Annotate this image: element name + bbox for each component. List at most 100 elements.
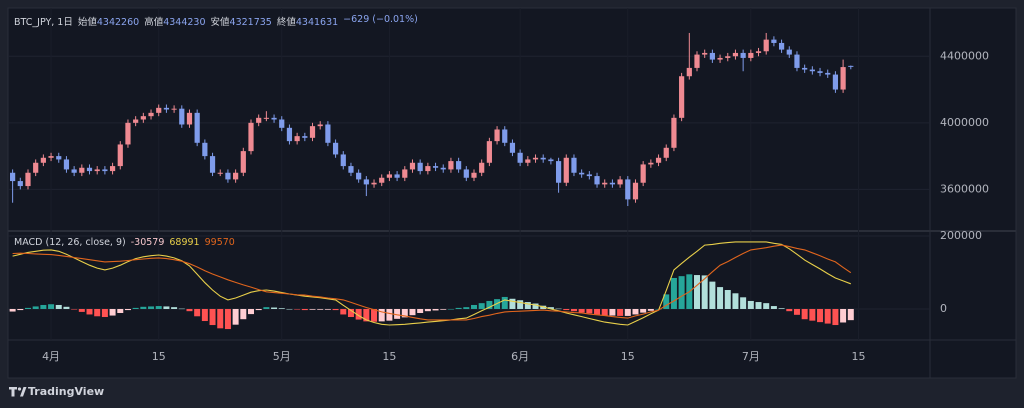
candle-body (302, 136, 308, 138)
candle-body (109, 166, 116, 172)
candle-body (263, 117, 269, 119)
histogram-bar (786, 308, 793, 312)
candle-body (432, 166, 439, 168)
candle-body (586, 174, 592, 177)
histogram-bar (755, 302, 762, 309)
histogram-bar (609, 308, 616, 316)
symbol: BTC_JPY, 1日 (14, 17, 73, 28)
candle-body (86, 167, 93, 172)
histogram-bar (109, 308, 116, 316)
histogram-bar (317, 308, 324, 310)
candle-body (679, 76, 685, 118)
macd-title: MACD (12, 26, close, 9) (14, 237, 126, 248)
histogram-bar (332, 308, 339, 311)
histogram-bar (517, 300, 524, 309)
candle-body (348, 166, 354, 173)
histogram-bar (340, 308, 347, 315)
candle-body (655, 157, 662, 163)
histogram-bar (371, 308, 378, 322)
histogram-bar (424, 308, 431, 312)
candle-body (456, 161, 462, 170)
candle-body (809, 69, 815, 72)
y-tick-label: 4000000 (940, 116, 989, 129)
histogram-bar (178, 308, 185, 310)
histogram-bar (809, 308, 816, 321)
histogram-bar (470, 304, 477, 309)
histogram-bar (532, 303, 539, 309)
candle-body (571, 157, 577, 173)
histogram-bar (478, 303, 485, 309)
candle-body (794, 54, 800, 68)
histogram-bar (778, 308, 785, 309)
histogram-bar (555, 308, 562, 310)
histogram-bar (747, 300, 754, 309)
histogram-bar (547, 307, 554, 309)
histogram-bar (817, 308, 824, 323)
candle-body (225, 172, 231, 180)
histogram-bar (386, 308, 393, 321)
candle-body (325, 124, 331, 143)
histogram-bar (240, 308, 247, 320)
histogram-bar (324, 308, 331, 310)
histogram-bar (40, 304, 47, 309)
candle-body (825, 72, 831, 75)
candle-body (732, 52, 739, 57)
histogram-bar (148, 306, 155, 309)
candle-body (694, 54, 700, 68)
histogram-bar (793, 308, 800, 315)
histogram-bar (9, 308, 16, 312)
candle-body (625, 179, 631, 200)
candle-body (617, 179, 623, 185)
histogram-bar (78, 308, 85, 312)
x-tick-label: 6月 (511, 350, 529, 363)
ohlc-label: 安値 (210, 17, 230, 28)
histogram-bar (163, 306, 170, 309)
candle-body (802, 67, 808, 70)
histogram-bar (694, 275, 701, 309)
ohlc-value: 4321735 (229, 17, 272, 28)
candle-body (56, 156, 62, 160)
histogram-bar (624, 308, 631, 316)
histogram-bar (378, 308, 385, 322)
candle-body (33, 162, 39, 173)
candle-body (10, 172, 16, 182)
candle-body (148, 112, 154, 117)
candle-body (317, 124, 323, 127)
candle-body (602, 182, 608, 185)
candle-body (25, 172, 31, 187)
candle-body (594, 176, 600, 185)
candle-body (40, 157, 46, 163)
candle-body (848, 65, 854, 67)
histogram-bar (363, 308, 370, 322)
histogram-bar (224, 308, 231, 330)
histogram-bar (63, 306, 70, 309)
candle-body (440, 167, 446, 170)
candle-body (286, 127, 293, 142)
histogram-bar (832, 308, 839, 326)
candle-body (71, 169, 77, 173)
candle-body (309, 126, 316, 138)
candle-body (202, 142, 208, 157)
candle-body (778, 42, 785, 50)
candle-body (386, 174, 393, 178)
candle-body (748, 52, 754, 58)
candle-body (294, 136, 300, 142)
candle-body (240, 151, 246, 173)
candle-body (63, 159, 70, 170)
x-tick-label: 15 (851, 350, 865, 363)
candle-body (417, 162, 423, 172)
candle-body (79, 167, 85, 173)
histogram-bar (509, 298, 516, 309)
candle-body (702, 52, 708, 55)
price-legend: BTC_JPY, 1日 始値4342260 高値4344230 安値432173… (14, 14, 418, 28)
candle-body (463, 169, 469, 178)
histogram-bar (271, 307, 278, 309)
histogram-bar (409, 308, 416, 316)
ohlc-value: 4341631 (295, 17, 339, 28)
ohlc-value: 4342260 (96, 17, 140, 28)
histogram-bar (617, 308, 624, 316)
candle-body (425, 166, 431, 172)
candle-body (817, 71, 823, 73)
ohlc-label: 終値 (276, 17, 296, 28)
